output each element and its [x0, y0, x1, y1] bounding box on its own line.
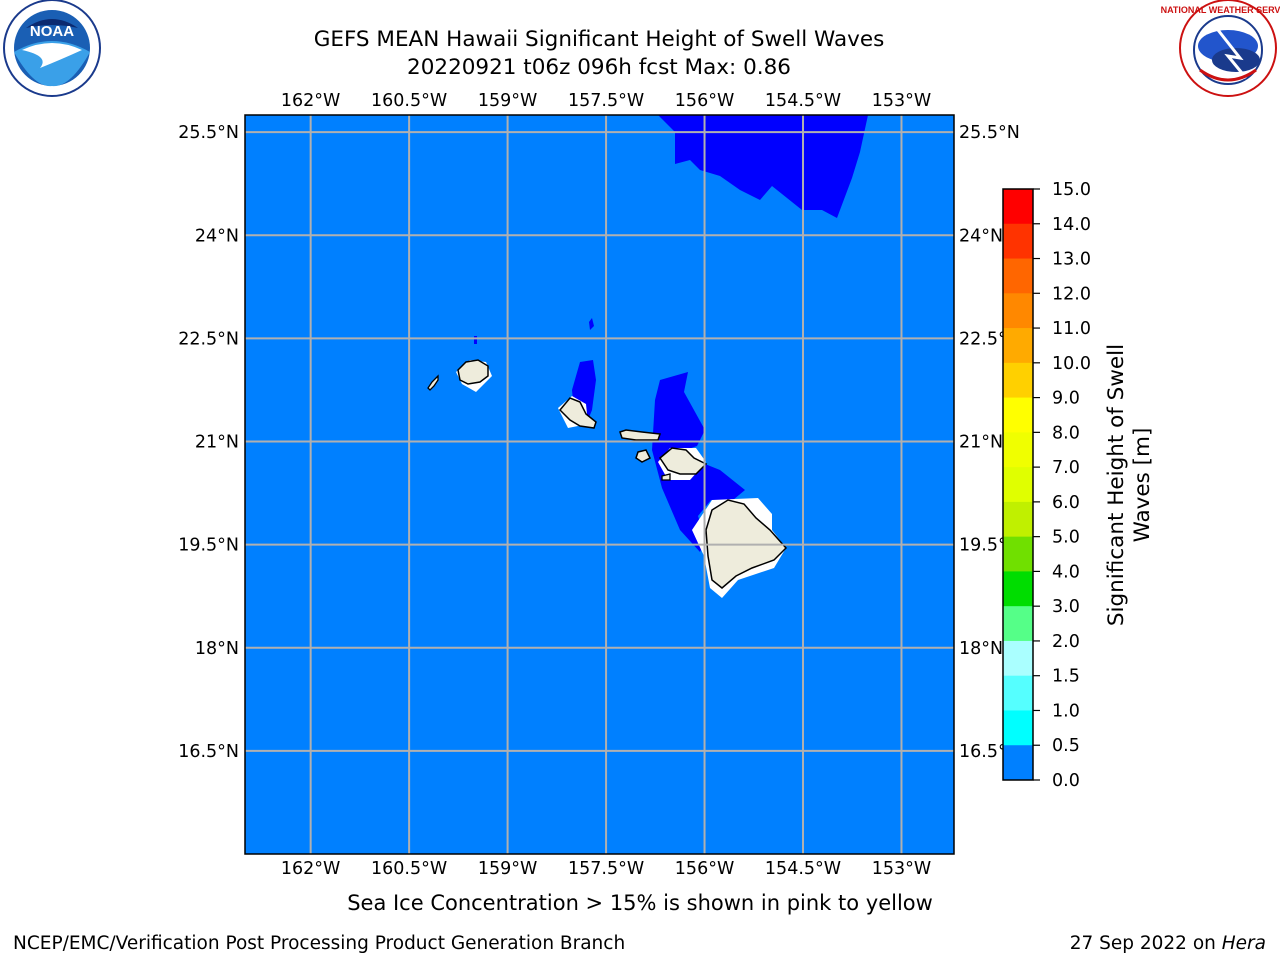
low-swell-north-region: [658, 115, 868, 218]
colorbar-segment: [1003, 293, 1033, 329]
colorbar-label-line1: Significant Height of Swell: [1104, 344, 1129, 626]
longitude-label: 157.5°W: [568, 859, 644, 879]
latitude-label: 24°N: [959, 226, 1003, 246]
longitude-label: 154.5°W: [765, 859, 841, 879]
map-gridlines: [245, 115, 954, 854]
longitude-label: 162°W: [281, 91, 340, 111]
colorbar-segment: [1003, 745, 1033, 781]
colorbar-tick-label: 1.5: [1052, 667, 1080, 687]
longitude-labels-bottom: 162°W 160.5°W 159°W 157.5°W 156°W 154.5°W 153°…: [281, 859, 931, 879]
noaa-logo-text: NOAA: [30, 23, 74, 40]
island-kauai: [457, 359, 489, 385]
colorbar-label-line2: Waves [m]: [1130, 428, 1155, 543]
colorbar-tick-label: 8.0: [1052, 423, 1080, 443]
colorbar-tick-label: 15.0: [1052, 180, 1091, 200]
footer-date: 27 Sep 2022 on Hera: [1070, 933, 1266, 954]
longitude-labels-top: 162°W 160.5°W 159°W 157.5°W 156°W 154.5°W 153°…: [281, 91, 931, 111]
colorbar-segment: [1003, 640, 1033, 677]
longitude-label: 153°W: [872, 91, 931, 111]
island-oahu: [558, 397, 597, 429]
longitude-label: 157.5°W: [568, 91, 644, 111]
latitude-label: 25.5°N: [178, 123, 239, 143]
latitude-label: 25.5°N: [959, 123, 1020, 143]
longitude-label: 160.5°W: [371, 859, 447, 879]
colorbar-segment: [1003, 571, 1033, 607]
longitude-label: 156°W: [675, 91, 734, 111]
colorbar-tick-label: 2.0: [1052, 632, 1080, 652]
colorbar-tick-label: 5.0: [1052, 528, 1080, 548]
colorbar-tick-label: 3.0: [1052, 597, 1080, 617]
longitude-label: 156°W: [675, 859, 734, 879]
latitude-labels-left: 25.5°N 24°N 22.5°N 21°N 19.5°N 18°N 16.5°N: [178, 123, 239, 762]
colorbar-segment: [1003, 467, 1033, 503]
latitude-label: 21°N: [195, 433, 239, 453]
longitude-label: 159°W: [478, 859, 537, 879]
island-maui: [659, 447, 708, 475]
colorbar-segment: [1003, 362, 1033, 399]
latitude-label: 22.5°N: [178, 329, 239, 349]
colorbar-tick-label: 4.0: [1052, 562, 1080, 582]
colorbar-segment: [1003, 432, 1033, 468]
colorbar: [1003, 189, 1033, 781]
colorbar-segment: [1003, 189, 1033, 225]
colorbar-tick-label: 14.0: [1052, 215, 1091, 235]
footer-machine: Hera: [1221, 933, 1266, 954]
sea-ice-caption: Sea Ice Concentration > 15% is shown in …: [347, 891, 933, 915]
nws-logo: NATIONAL WEATHER SERVICE: [1161, 0, 1280, 97]
latitude-label: 16.5°N: [178, 742, 239, 762]
map-frame: [244, 114, 955, 855]
colorbar-segment: [1003, 397, 1033, 433]
colorbar-segment: [1003, 501, 1033, 538]
island-niihau: [427, 374, 439, 391]
colorbar-segment: [1003, 536, 1033, 572]
colorbar-tick-label: 13.0: [1052, 250, 1091, 270]
latitude-label: 18°N: [959, 639, 1003, 659]
colorbar-tick-label: 11.0: [1052, 319, 1091, 339]
colorbar-frame: [1002, 188, 1034, 781]
nws-logo-text: NATIONAL WEATHER SERVICE: [1161, 5, 1280, 15]
longitude-label: 153°W: [872, 859, 931, 879]
colorbar-tick-label: 10.0: [1052, 354, 1091, 374]
footer-branch: NCEP/EMC/Verification Post Processing Pr…: [13, 933, 626, 954]
longitude-label: 159°W: [478, 91, 537, 111]
colorbar-tick-label: 7.0: [1052, 458, 1080, 478]
latitude-label: 24°N: [195, 226, 239, 246]
colorbar-tick-label: 12.0: [1052, 284, 1091, 304]
colorbar-tick-label: 6.0: [1052, 493, 1080, 513]
island-lanai: [635, 449, 652, 463]
longitude-label: 160.5°W: [371, 91, 447, 111]
colorbar-tick-label: 9.0: [1052, 389, 1080, 409]
map-title: GEFS MEAN Hawaii Significant Height of S…: [313, 27, 885, 52]
longitude-label: 162°W: [281, 859, 340, 879]
colorbar-segment: [1003, 710, 1033, 746]
ocean-background: [245, 115, 954, 854]
colorbar-ticks: 15.0 14.0 13.0 12.0 11.0 10.0 9.0 8.0 7.0 6.0 5.0 4…: [1033, 180, 1091, 791]
latitude-label: 21°N: [959, 433, 1003, 453]
colorbar-segment: [1003, 223, 1033, 260]
colorbar-segment: [1003, 258, 1033, 294]
colorbar-tick-label: 0.0: [1052, 771, 1080, 791]
low-swell-speck-1: [589, 318, 594, 330]
colorbar-segment: [1003, 606, 1033, 642]
footer-date-text: 27 Sep 2022 on: [1069, 933, 1222, 954]
colorbar-tick-label: 1.0: [1052, 701, 1080, 721]
longitude-label: 154.5°W: [765, 91, 841, 111]
noaa-logo: NOAA: [3, 0, 101, 97]
low-swell-speck-2: [474, 336, 477, 344]
map-subtitle: 20220921 t06z 096h fcst Max: 0.86: [407, 55, 791, 80]
island-molokai: [619, 429, 662, 441]
colorbar-segment: [1003, 328, 1033, 364]
colorbar-segment: [1003, 675, 1033, 711]
latitude-label: 18°N: [195, 639, 239, 659]
latitude-label: 19.5°N: [178, 536, 239, 556]
colorbar-tick-label: 0.5: [1052, 736, 1080, 756]
island-kahoolawe: [661, 473, 671, 481]
